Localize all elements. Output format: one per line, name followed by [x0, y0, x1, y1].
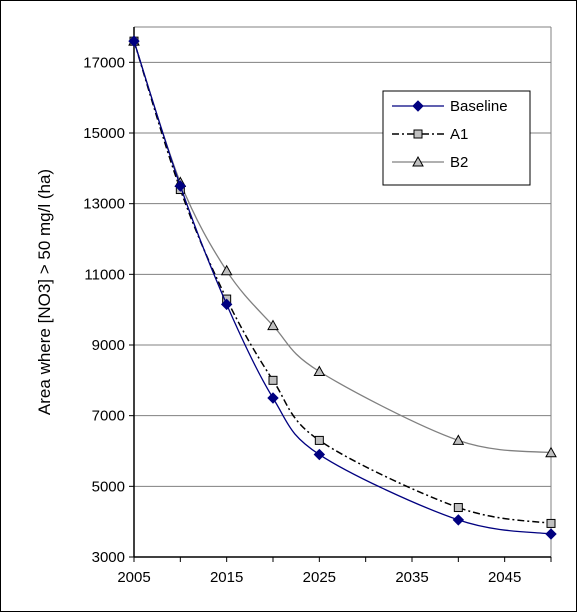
legend-label-baseline: Baseline [450, 98, 508, 115]
data-point-baseline-2020 [267, 392, 279, 404]
data-point-baseline-2025 [313, 448, 326, 461]
data-point-b2-2025 [313, 365, 326, 376]
grid-lines [134, 26, 552, 557]
series-layer [128, 35, 557, 540]
legend-marker-baseline [412, 100, 424, 112]
x-tick-label-2045: 2045 [488, 569, 521, 586]
data-point-baseline-2015 [220, 298, 233, 311]
legend-label-a1: A1 [450, 126, 468, 143]
x-tick-label-2005: 2005 [117, 569, 150, 586]
data-point-baseline-2050 [545, 528, 557, 540]
x-tick-label-2025: 2025 [303, 569, 336, 586]
y-tick-label-7000: 7000 [92, 408, 125, 425]
y-tick-label-13000: 13000 [83, 196, 125, 213]
legend-item-a1: A1 [392, 126, 468, 143]
data-point-baseline-2005 [128, 35, 140, 47]
legend: Baseline A1 B2 [382, 90, 531, 186]
y-tick-label-3000: 3000 [92, 549, 125, 566]
legend-marker-b2 [412, 155, 424, 167]
legend-box [382, 90, 531, 186]
data-point-a1-2050 [546, 518, 556, 528]
y-tick-label-15000: 15000 [83, 125, 125, 142]
legend-item-baseline: Baseline [392, 98, 508, 115]
y-axis-label: Area where [NO3] > 50 mg/l (ha) [35, 169, 54, 415]
x-tick-label-2035: 2035 [395, 569, 428, 586]
data-point-b2-2050 [545, 446, 557, 458]
y-tick-label-17000: 17000 [83, 54, 125, 71]
y-tick-label-11000: 11000 [84, 266, 125, 283]
axes [129, 27, 552, 562]
data-point-b2-2020 [267, 319, 279, 331]
series-baseline [128, 35, 557, 540]
x-tick-label-2015: 2015 [210, 569, 243, 586]
legend-marker-a1 [413, 129, 423, 139]
data-point-b2-2040 [452, 434, 465, 445]
y-tick-label-9000: 9000 [92, 337, 125, 354]
legend-label-b2: B2 [450, 154, 468, 171]
tick-labels: 3000 5000 7000 9000 11000 13000 15000 17000 2005… [83, 54, 521, 586]
legend-item-b2: B2 [392, 154, 468, 171]
data-point-a1-2020 [268, 375, 278, 385]
y-tick-label-5000: 5000 [92, 478, 125, 495]
data-point-baseline-2040 [452, 514, 465, 526]
data-point-b2-2015 [220, 264, 233, 276]
data-point-a1-2025 [314, 435, 324, 445]
data-point-baseline-2010 [174, 180, 187, 192]
data-point-a1-2040 [453, 503, 463, 513]
